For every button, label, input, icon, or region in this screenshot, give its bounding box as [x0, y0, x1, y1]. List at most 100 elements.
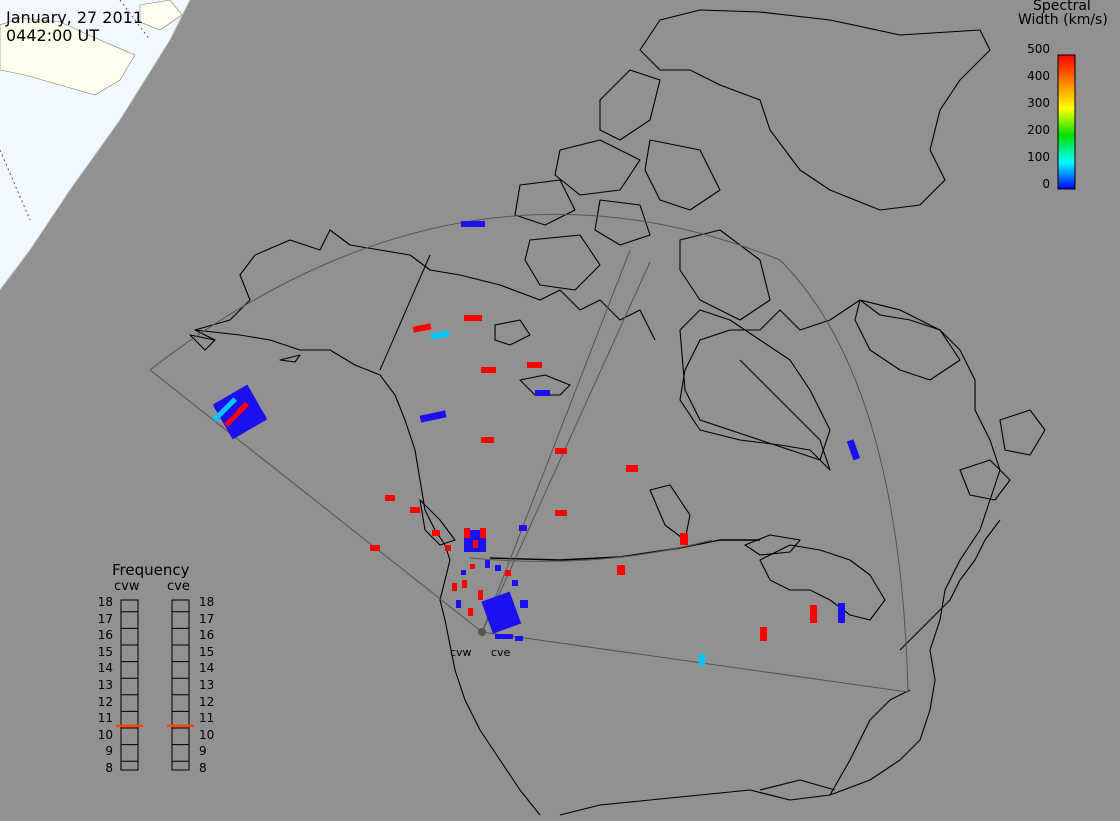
daylight-land-2 — [139, 0, 183, 31]
frequency-tick-label: 18 — [97, 595, 113, 609]
arctic-islands-6 — [524, 234, 601, 291]
radar-label-cvw: cvw — [450, 646, 472, 659]
colorbar-tick: 400 — [1027, 69, 1050, 83]
cvw-column-label: cvw — [114, 579, 140, 594]
scatter-cell — [680, 533, 688, 545]
scatter-cell — [505, 570, 511, 576]
scatter-cell — [481, 367, 496, 373]
scatter-cell — [838, 603, 845, 623]
frequency-tick-label: 17 — [97, 611, 113, 626]
scatter-cells — [212, 221, 861, 666]
greenland-coast — [639, 9, 991, 211]
frequency-tick-label: 9 — [105, 744, 113, 759]
gulf-coast — [759, 779, 836, 791]
scatter-cell — [617, 565, 625, 575]
scatter-cell — [480, 528, 486, 538]
cvw-frequency-box — [120, 599, 139, 771]
arctic-islands-4 — [514, 179, 576, 226]
arctic-islands-3 — [644, 139, 721, 211]
scatter-cell — [445, 545, 451, 551]
frequency-tick-label: 16 — [97, 628, 113, 643]
scatter-cell — [520, 600, 528, 608]
scatter-cell — [478, 590, 483, 600]
frequency-tick-label: 11 — [199, 711, 215, 726]
scatter-cell — [495, 565, 501, 571]
frequency-tick-label: 18 — [199, 595, 215, 609]
frequency-tick-label: 15 — [199, 644, 215, 659]
scatter-cell — [527, 362, 542, 368]
radar-label-cve: cve — [491, 646, 511, 659]
aleutian-1 — [189, 334, 216, 351]
scatter-cell — [452, 583, 457, 591]
scatter-cell — [512, 580, 518, 586]
baffin-island — [679, 229, 771, 321]
labrador — [854, 299, 961, 381]
frequency-tick-label: 13 — [199, 678, 215, 692]
cve-column-label: cve — [167, 579, 190, 594]
radar-site-marker — [478, 628, 486, 636]
frequency-tick-label: 10 — [199, 727, 215, 742]
hudson-bay — [679, 309, 831, 461]
frequency-tick-label: 8 — [105, 761, 113, 775]
scatter-cell — [555, 448, 567, 454]
great-lakes — [759, 544, 886, 621]
scatter-cell — [481, 437, 494, 443]
alaska-canada-border — [379, 254, 431, 371]
florida-east — [829, 689, 911, 796]
frequency-tick-label: 17 — [199, 611, 215, 626]
scatter-cell — [515, 636, 523, 641]
scatter-cell — [535, 390, 550, 396]
scatter-cell — [461, 221, 485, 227]
vancouver-island — [419, 499, 456, 546]
daylight-land — [0, 17, 136, 96]
scatter-cell — [470, 564, 475, 569]
frequency-panel-title: Frequency — [112, 561, 190, 579]
frequency-tick-label: 9 — [199, 744, 207, 759]
fov-outer-arc — [149, 213, 909, 693]
us-canada-border — [489, 539, 760, 561]
scatter-cell — [419, 410, 447, 423]
scatter-cell — [760, 627, 767, 641]
newfoundland — [999, 409, 1046, 456]
arctic-islands-2 — [554, 139, 641, 196]
arctic-islands-1 — [599, 69, 661, 141]
scatter-cell — [456, 600, 461, 608]
aleutian-2 — [279, 354, 301, 363]
colorbar-title-line1: Spectral — [1033, 0, 1091, 14]
date-label: January, 27 2011 — [6, 8, 143, 27]
scatter-cell — [495, 634, 513, 639]
grid-dotted-2 — [119, 0, 151, 41]
scatter-cell — [485, 560, 490, 568]
scatter-cell — [555, 510, 567, 516]
coastlines — [189, 9, 1046, 816]
scatter-cell — [432, 530, 440, 536]
scatter-cell — [236, 401, 249, 414]
scatter-cell — [430, 330, 450, 340]
frequency-boxes — [120, 599, 190, 771]
scatter-cell — [370, 545, 380, 551]
scatter-cell — [385, 495, 395, 501]
alaska-west — [194, 254, 256, 341]
colorbar-tick: 100 — [1027, 150, 1050, 164]
frequency-tick-label: 15 — [97, 644, 113, 659]
scatter-cell — [519, 525, 527, 531]
frequency-tick-label: 14 — [97, 661, 113, 676]
terminator-line — [0, 0, 191, 291]
great-bear-lake — [494, 319, 531, 346]
scatter-cell — [473, 540, 478, 548]
scatter-cell — [410, 507, 420, 513]
scatter-cell — [468, 608, 473, 616]
lake-superior — [744, 534, 801, 556]
great-slave-lake — [519, 374, 571, 396]
frequency-tick-label: 8 — [199, 761, 207, 775]
colorbar-title-line2: Width (km/s) — [1018, 12, 1108, 28]
scatter-cell — [626, 465, 638, 472]
time-label: 0442:00 UT — [6, 26, 100, 45]
colorbar-gradient — [1057, 54, 1076, 190]
fov-inner-arc — [469, 539, 713, 562]
scatter-cell — [212, 397, 238, 423]
scatter-cell — [462, 580, 467, 588]
scatter-cell — [464, 315, 482, 321]
